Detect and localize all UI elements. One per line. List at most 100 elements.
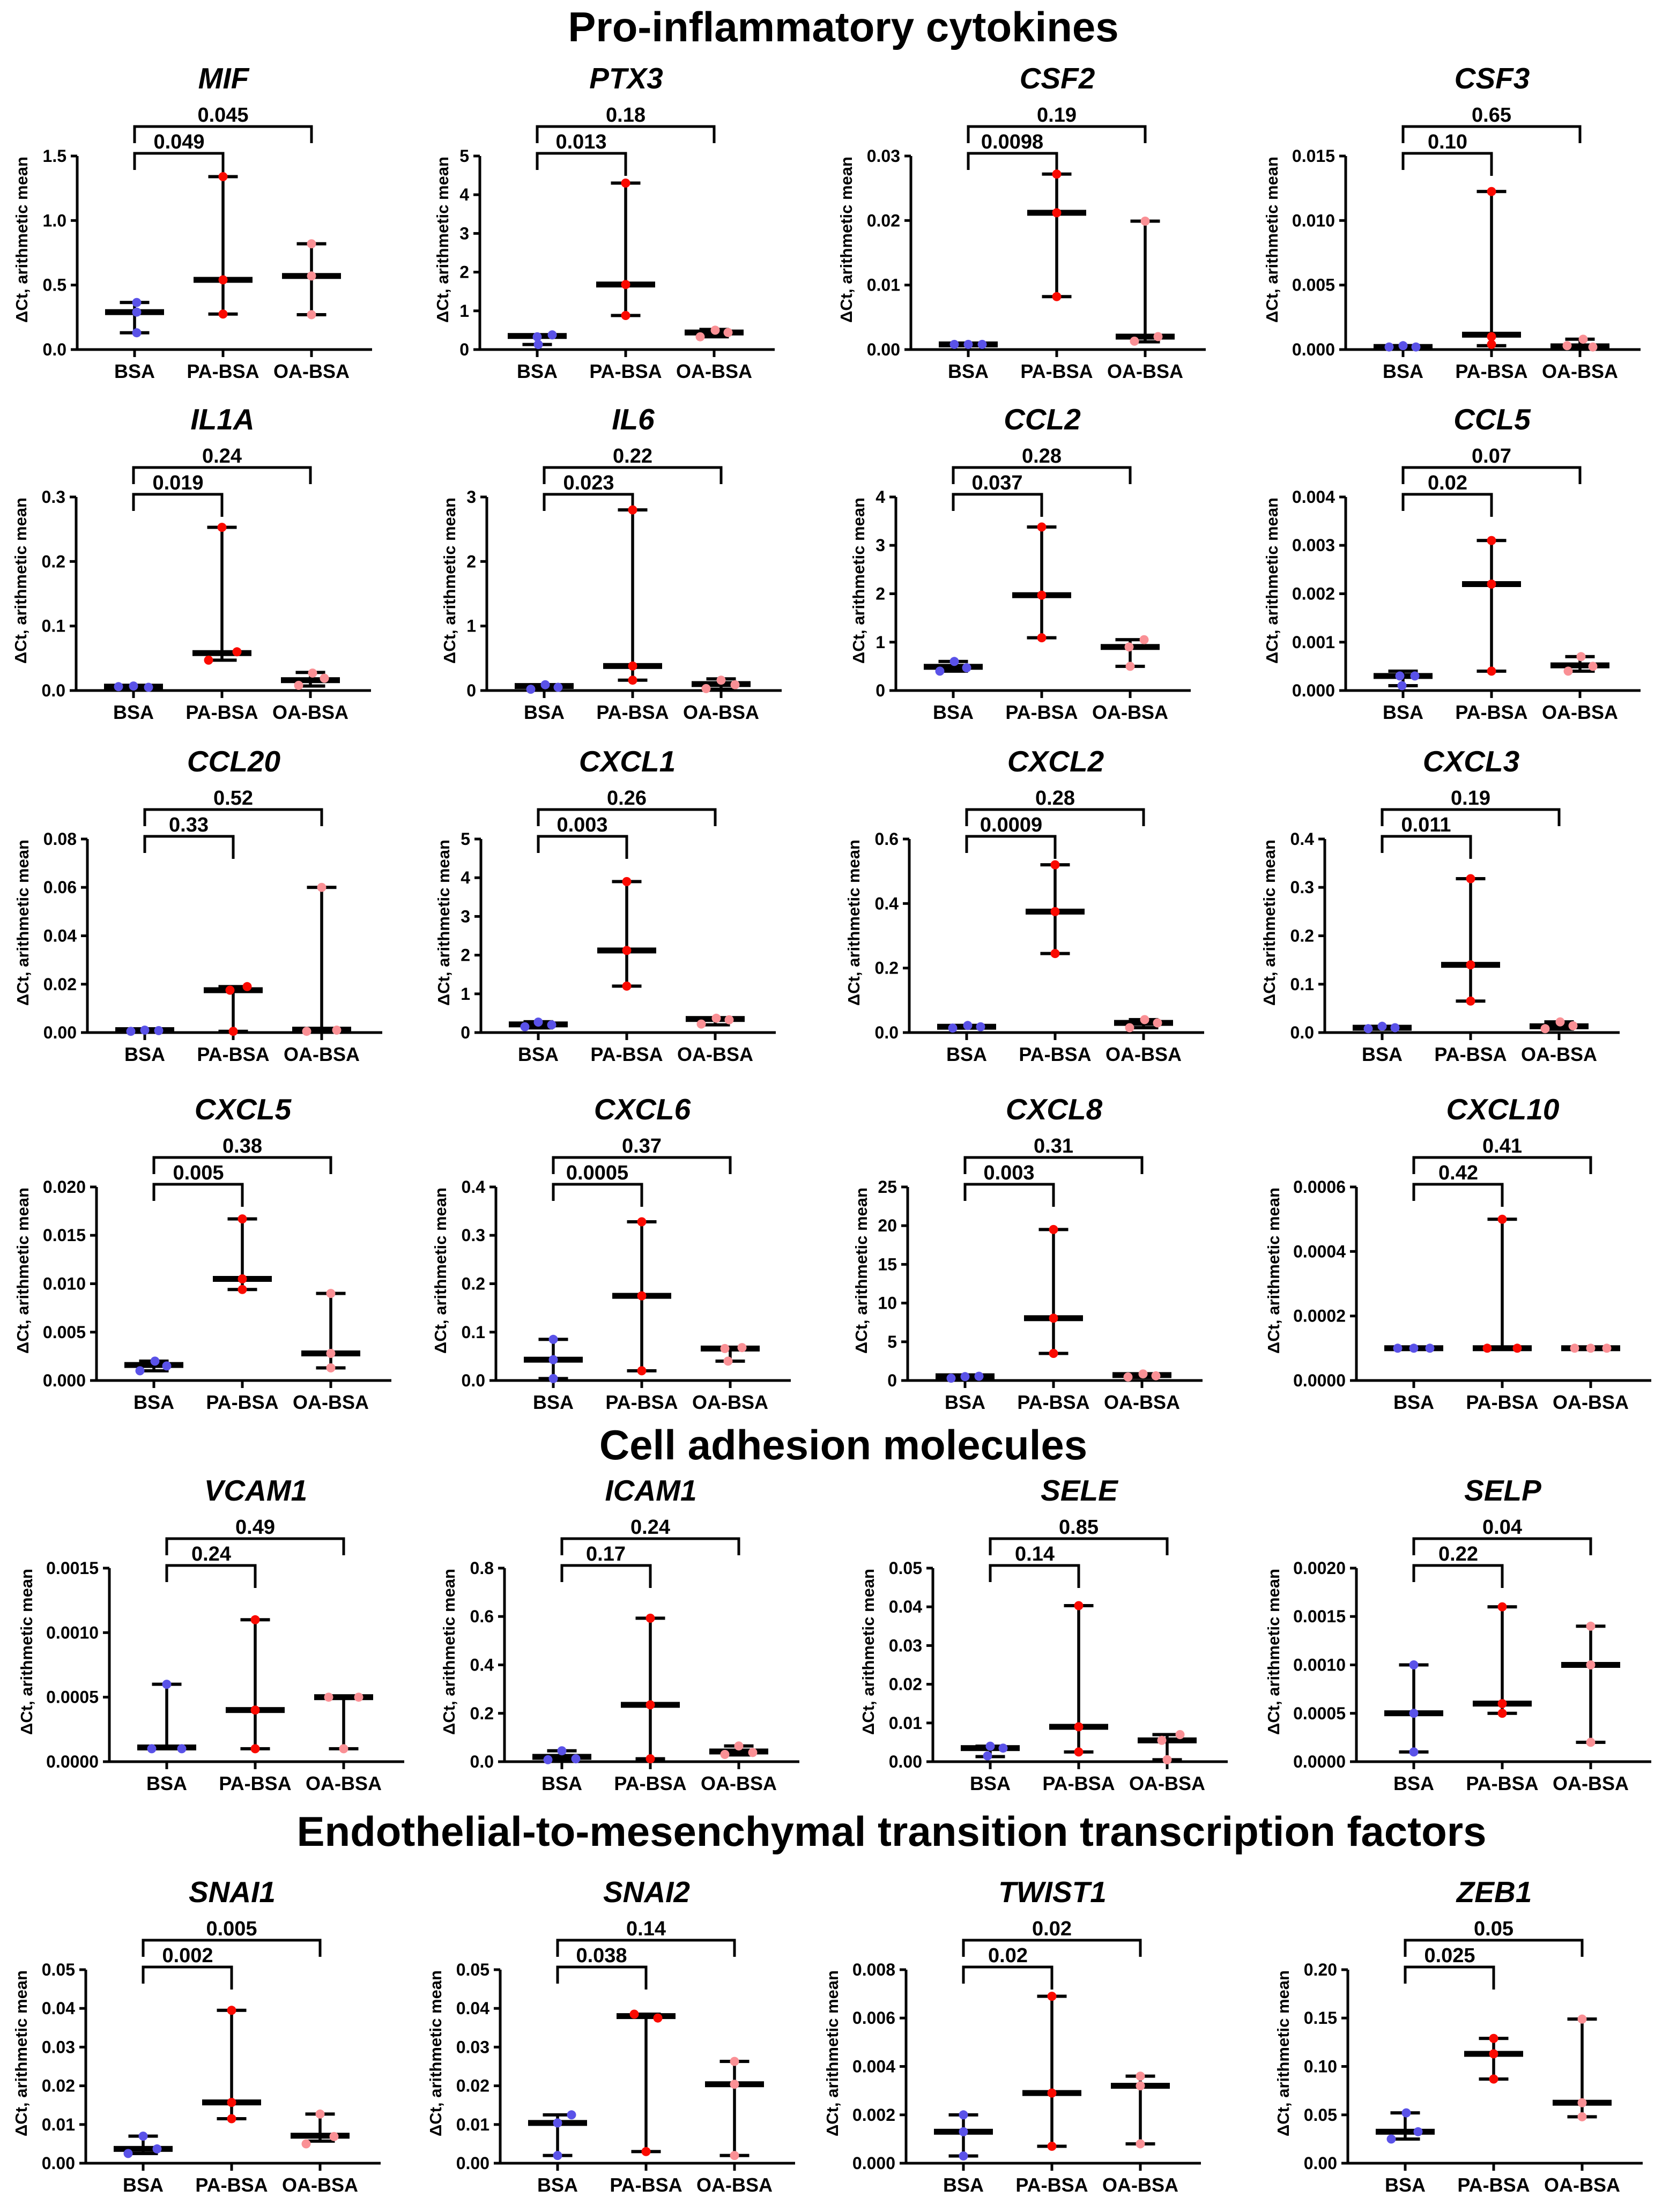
svg-text:0.14: 0.14 [626, 1918, 666, 1940]
svg-text:0.0005: 0.0005 [566, 1162, 628, 1184]
svg-text:0.03: 0.03 [456, 2037, 489, 2057]
svg-text:CXCL5: CXCL5 [195, 1093, 292, 1126]
svg-text:0.8: 0.8 [470, 1558, 494, 1578]
svg-text:0.28: 0.28 [1035, 787, 1075, 810]
svg-text:0.07: 0.07 [1472, 445, 1511, 467]
svg-text:0.010: 0.010 [1292, 211, 1335, 230]
svg-text:0.28: 0.28 [1022, 445, 1062, 467]
svg-text:ΔCt, arithmetic mean: ΔCt, arithmetic mean [440, 498, 459, 664]
svg-text:OA-BSA: OA-BSA [701, 1772, 777, 1794]
svg-text:0.26: 0.26 [607, 787, 647, 810]
svg-text:0.02: 0.02 [43, 975, 77, 994]
svg-text:0.2: 0.2 [470, 1704, 494, 1723]
svg-text:3: 3 [459, 224, 469, 243]
svg-text:0.04: 0.04 [43, 926, 77, 946]
svg-text:OA-BSA: OA-BSA [676, 360, 752, 382]
svg-text:OA-BSA: OA-BSA [1129, 1772, 1205, 1794]
svg-text:PA-BSA: PA-BSA [1042, 1772, 1115, 1794]
svg-text:0.038: 0.038 [576, 1944, 627, 1967]
svg-text:0.02: 0.02 [42, 2076, 75, 2096]
svg-text:0.005: 0.005 [173, 1162, 224, 1184]
svg-text:ΔCt, arithmetic mean: ΔCt, arithmetic mean [426, 1970, 445, 2136]
svg-text:0.0: 0.0 [470, 1752, 494, 1771]
svg-text:OA-BSA: OA-BSA [683, 701, 759, 723]
svg-text:0.42: 0.42 [1438, 1162, 1478, 1184]
svg-text:CXCL6: CXCL6 [594, 1093, 691, 1126]
svg-text:BSA: BSA [146, 1772, 187, 1794]
svg-text:0.17: 0.17 [586, 1543, 626, 1565]
svg-text:0.00: 0.00 [1304, 2154, 1337, 2173]
svg-text:0.3: 0.3 [42, 487, 65, 507]
svg-text:BSA: BSA [1383, 360, 1423, 382]
svg-text:BSA: BSA [537, 2174, 578, 2196]
svg-text:0.0: 0.0 [42, 681, 65, 700]
svg-text:ΔCt, arithmetic mean: ΔCt, arithmetic mean [17, 1569, 36, 1735]
svg-text:OA-BSA: OA-BSA [696, 2174, 773, 2196]
svg-text:0.0010: 0.0010 [46, 1623, 99, 1642]
svg-text:OA-BSA: OA-BSA [273, 360, 350, 382]
svg-text:BSA: BSA [541, 1772, 582, 1794]
svg-text:CSF3: CSF3 [1455, 62, 1530, 95]
svg-text:5: 5 [887, 1332, 897, 1352]
svg-text:0.02: 0.02 [988, 1944, 1028, 1967]
svg-text:PA-BSA: PA-BSA [1005, 701, 1078, 723]
svg-text:0.65: 0.65 [1472, 104, 1511, 127]
svg-text:PA-BSA: PA-BSA [195, 2174, 268, 2196]
svg-text:0.008: 0.008 [852, 1960, 895, 1979]
svg-text:0.013: 0.013 [555, 131, 606, 153]
svg-text:0.2: 0.2 [462, 1274, 485, 1294]
svg-text:0.05: 0.05 [1474, 1918, 1513, 1940]
svg-text:PA-BSA: PA-BSA [1020, 360, 1093, 382]
svg-text:0.10: 0.10 [1428, 131, 1467, 153]
svg-text:OA-BSA: OA-BSA [1107, 360, 1183, 382]
svg-text:0: 0 [461, 1023, 470, 1042]
svg-text:0.02: 0.02 [456, 2076, 489, 2096]
svg-text:MIF: MIF [198, 62, 250, 95]
svg-text:3: 3 [875, 536, 885, 555]
svg-text:0.52: 0.52 [213, 787, 253, 810]
svg-text:4: 4 [459, 185, 469, 204]
svg-text:ΔCt, arithmetic mean: ΔCt, arithmetic mean [1263, 498, 1281, 664]
svg-text:BSA: BSA [945, 1391, 985, 1413]
svg-text:CXCL1: CXCL1 [579, 745, 676, 778]
svg-text:0.0015: 0.0015 [1293, 1607, 1346, 1626]
svg-text:ΔCt, arithmetic mean: ΔCt, arithmetic mean [12, 157, 31, 323]
svg-text:0.010: 0.010 [43, 1274, 86, 1294]
svg-text:BSA: BSA [1393, 1391, 1434, 1413]
svg-text:0.03: 0.03 [867, 146, 900, 166]
svg-text:0.6: 0.6 [470, 1607, 494, 1626]
svg-text:OA-BSA: OA-BSA [1521, 1043, 1597, 1065]
svg-text:0.002: 0.002 [852, 2105, 895, 2125]
svg-text:0.003: 0.003 [983, 1162, 1034, 1184]
svg-text:PA-BSA: PA-BSA [1455, 701, 1527, 723]
svg-text:0.004: 0.004 [1292, 487, 1335, 507]
svg-text:0.08: 0.08 [43, 829, 77, 849]
svg-text:Cell adhesion molecules: Cell adhesion molecules [599, 1421, 1087, 1468]
svg-text:OA-BSA: OA-BSA [1092, 701, 1168, 723]
svg-text:10: 10 [878, 1294, 897, 1313]
svg-text:0.24: 0.24 [191, 1543, 231, 1565]
svg-text:OA-BSA: OA-BSA [1553, 1391, 1629, 1413]
svg-text:ICAM1: ICAM1 [605, 1474, 696, 1507]
svg-text:SNAI1: SNAI1 [189, 1875, 276, 1909]
svg-text:ΔCt, arithmetic mean: ΔCt, arithmetic mean [1263, 157, 1281, 323]
svg-text:OA-BSA: OA-BSA [1102, 2174, 1178, 2196]
svg-text:0.011: 0.011 [1401, 814, 1451, 836]
svg-text:ZEB1: ZEB1 [1456, 1875, 1532, 1909]
svg-text:0.4: 0.4 [470, 1656, 494, 1675]
svg-text:BSA: BSA [524, 701, 565, 723]
svg-text:0.0000: 0.0000 [1293, 1752, 1346, 1771]
svg-text:4: 4 [875, 487, 885, 507]
svg-text:SELE: SELE [1041, 1474, 1119, 1507]
svg-text:0.3: 0.3 [1290, 878, 1314, 897]
svg-text:0: 0 [887, 1371, 897, 1390]
svg-text:Pro-inflammatory cytokines: Pro-inflammatory cytokines [568, 3, 1118, 50]
svg-text:0.037: 0.037 [971, 472, 1022, 494]
svg-text:OA-BSA: OA-BSA [692, 1391, 768, 1413]
svg-text:BSA: BSA [933, 701, 974, 723]
svg-text:1.5: 1.5 [43, 146, 66, 166]
svg-text:PA-BSA: PA-BSA [187, 360, 259, 382]
svg-text:0.00: 0.00 [456, 2154, 489, 2173]
svg-text:BSA: BSA [518, 1043, 559, 1065]
svg-text:0.049: 0.049 [153, 131, 204, 153]
